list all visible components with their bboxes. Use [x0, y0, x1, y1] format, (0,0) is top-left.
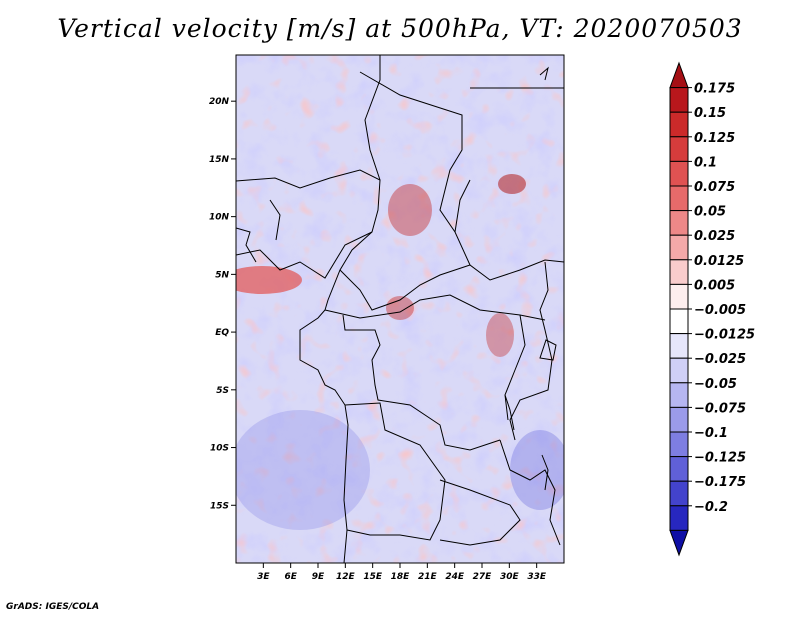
border-south-sudan	[454, 179, 471, 233]
x-axis: 3E 6E 9E 12E 15E 18E 21E 24E 27E 30E 33E	[257, 563, 547, 582]
colorbar-box	[669, 480, 689, 507]
colorbar-box	[669, 136, 689, 162]
y-tick-label: 10N	[209, 213, 230, 223]
colorbar-label: −0.0125	[694, 328, 755, 343]
colorbar-label: 0.0125	[694, 254, 744, 269]
border-north-central	[359, 71, 564, 281]
colorbar-box	[669, 406, 689, 433]
y-tick-label: 15S	[210, 501, 229, 511]
colorbar-box	[669, 87, 689, 113]
y-axis: 20N 15N 10N 5N EQ 5S 10S 15S	[209, 97, 236, 511]
y-tick-label: 5N	[215, 270, 229, 280]
grads-credit: GrADS: IGES/COLA	[6, 602, 100, 612]
border-tanzania-malawi	[499, 439, 561, 546]
colorbar-box	[669, 185, 689, 212]
colorbar-label: −0.075	[694, 401, 746, 416]
border-uganda-rwanda	[504, 314, 526, 421]
colorbar-box	[669, 160, 689, 187]
x-tick-label: 9E	[312, 572, 325, 582]
colorbar-box	[669, 505, 689, 531]
border-angola	[344, 402, 446, 541]
colorbar-box	[669, 431, 689, 458]
colorbar-label: −0.05	[694, 377, 737, 392]
border-west-africa	[236, 227, 257, 263]
border-benin-togo	[269, 199, 281, 241]
border-congo-drc	[342, 314, 501, 451]
border-nigeria	[236, 231, 373, 279]
x-tick-label: 6E	[284, 572, 297, 582]
border-drc-north	[324, 294, 546, 321]
lake-victoria	[539, 339, 557, 361]
colorbar-labels: 0.175 0.15 0.125 0.1 0.075 0.05 0.025 0.0125 0.0…	[688, 82, 755, 515]
country-borders	[236, 55, 564, 563]
colorbar-label: 0.15	[694, 106, 726, 121]
colorbar-box	[669, 308, 689, 335]
colorbar-boxes	[669, 61, 689, 557]
colorbar-label: 0.005	[694, 278, 735, 293]
y-tick-label: 15N	[209, 155, 230, 165]
colorbar-label: 0.05	[694, 205, 726, 220]
x-tick-label: 21E	[418, 572, 438, 582]
velocity-field	[236, 55, 564, 563]
ascent-zone-chad	[388, 184, 432, 236]
x-tick-label: 18E	[391, 572, 411, 582]
descent-zone-south-atlantic	[236, 410, 370, 530]
lake-tanganyika	[504, 394, 515, 431]
field-texture	[236, 55, 564, 563]
x-tick-label: 27E	[473, 572, 493, 582]
colorbar-label: −0.125	[694, 451, 746, 466]
y-tick-label: 5S	[216, 386, 229, 396]
colorbar-label: −0.1	[694, 426, 728, 441]
colorbar-box	[669, 111, 689, 138]
border-zambia	[439, 479, 521, 546]
colorbar-label: 0.025	[694, 229, 735, 244]
coastline-west	[236, 169, 381, 563]
y-tick-label: 20N	[209, 97, 230, 107]
ascent-zone-gulf-of-guinea	[236, 266, 302, 294]
lake-malawi	[541, 454, 549, 491]
x-tick-label: 3E	[257, 572, 270, 582]
y-tick-label: EQ	[215, 328, 229, 338]
x-tick-label: 30E	[500, 572, 520, 582]
colorbar-label: −0.2	[694, 500, 728, 515]
colorbar-box	[669, 259, 689, 285]
ascent-zone-drc-east	[486, 313, 514, 357]
descent-zone-mozambique	[510, 430, 564, 510]
colorbar-box	[669, 283, 689, 310]
colorbar-label: −0.025	[694, 352, 746, 367]
x-tick-label: 33E	[527, 572, 547, 582]
colorbar-box	[669, 234, 689, 261]
x-tick-label: 15E	[363, 572, 383, 582]
y-tick-label: 10S	[210, 444, 229, 454]
colorbar-label: 0.175	[694, 82, 735, 97]
colorbar-label: 0.1	[694, 155, 717, 170]
border-car-north	[339, 264, 471, 311]
colorbar-box	[669, 210, 689, 236]
colorbar-label: −0.175	[694, 475, 746, 490]
colorbar-label: 0.125	[694, 131, 735, 146]
colorbar-bottom-triangle	[669, 529, 689, 557]
colorbar-label: 0.075	[694, 180, 735, 195]
colorbar-label: −0.005	[694, 303, 746, 318]
x-tick-label: 12E	[336, 572, 356, 582]
chart-title: Vertical velocity [m/s] at 500hPa, VT: 2…	[57, 14, 743, 43]
border-niger-chad	[364, 55, 381, 181]
red-sea-coast	[539, 66, 549, 81]
colorbar-box	[669, 357, 689, 384]
colorbar-box	[669, 382, 689, 408]
x-tick-label: 24E	[445, 572, 465, 582]
ascent-zone-sudan	[498, 174, 526, 194]
colorbar-box	[669, 456, 689, 482]
colorbar-box	[669, 333, 689, 359]
colorbar-top-triangle	[669, 61, 689, 89]
